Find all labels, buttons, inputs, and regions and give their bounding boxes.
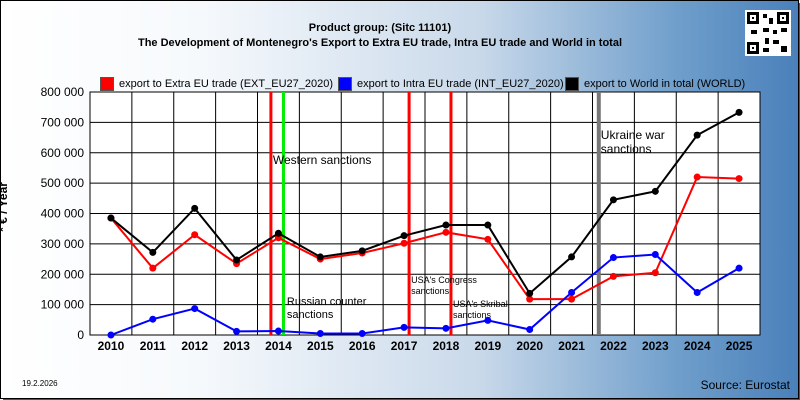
- annotation-label: Western sanctions: [273, 153, 372, 167]
- series-point-0: [568, 295, 576, 303]
- series-point-0: [609, 272, 617, 280]
- series-point-2: [568, 253, 576, 261]
- x-tick-label: 2011: [140, 339, 166, 353]
- y-tick-label: 600 000: [41, 146, 85, 160]
- x-tick-label: 2019: [474, 339, 501, 353]
- x-tick-label: 2016: [349, 339, 376, 353]
- x-tick-label: 2022: [600, 339, 627, 353]
- x-tick-label: 2020: [516, 339, 543, 353]
- y-tick-label: 0: [77, 328, 84, 342]
- series-point-2: [526, 289, 534, 297]
- series-point-2: [274, 229, 282, 237]
- series-point-2: [693, 131, 701, 139]
- x-tick-label: 2014: [265, 339, 292, 353]
- qr-code-icon: [745, 10, 791, 56]
- series-point-1: [442, 324, 450, 332]
- y-tick-label: 400 000: [41, 207, 85, 221]
- series-point-0: [651, 269, 659, 277]
- x-tick-label: 2024: [684, 339, 711, 353]
- date-stamp: 19.2.2026: [22, 379, 58, 388]
- series-point-1: [107, 331, 115, 339]
- y-tick-label: 200 000: [41, 267, 85, 281]
- series-point-1: [316, 329, 324, 337]
- series-point-1: [191, 305, 199, 313]
- x-tick-label: 2012: [181, 339, 208, 353]
- series-point-0: [442, 228, 450, 236]
- chart-title-line1: Product group: (Sitc 11101): [308, 22, 452, 34]
- event-marker-line: [281, 92, 285, 335]
- series-point-1: [233, 327, 241, 335]
- series-point-1: [609, 254, 617, 262]
- x-tick-label: 2025: [726, 339, 753, 353]
- series-point-2: [400, 232, 408, 240]
- series-point-1: [358, 329, 366, 337]
- legend-swatch-world: [565, 77, 579, 91]
- annotation-label: USA's Congress sanctions: [411, 275, 477, 296]
- series-point-1: [651, 251, 659, 259]
- series-point-1: [274, 327, 282, 335]
- y-tick-label: 100 000: [41, 298, 85, 312]
- series-point-0: [484, 235, 492, 243]
- x-tick-label: 2010: [98, 339, 125, 353]
- event-marker-line: [449, 92, 453, 335]
- event-marker-line: [269, 92, 273, 335]
- series-line-1: [110, 253, 740, 336]
- series-point-0: [191, 231, 199, 239]
- series-point-0: [693, 173, 701, 181]
- x-tick-label: 2018: [433, 339, 460, 353]
- series-point-1: [568, 288, 576, 296]
- legend-item-intra: export to Intra EU trade (INT_EU27_2020): [338, 77, 564, 91]
- series-line-2: [110, 111, 740, 295]
- series-point-2: [358, 247, 366, 255]
- series-point-2: [316, 253, 324, 261]
- series-point-2: [107, 214, 115, 222]
- x-tick-label: 2013: [223, 339, 250, 353]
- series-point-1: [735, 264, 743, 272]
- series-point-0: [526, 295, 534, 303]
- legend-label-extra: export to Extra EU trade (EXT_EU27_2020): [119, 78, 333, 90]
- series-point-1: [526, 326, 534, 334]
- annotation-label: Ukraine war sanctions: [601, 128, 665, 156]
- x-tick-label: 2021: [558, 339, 585, 353]
- series-point-1: [484, 316, 492, 324]
- legend-swatch-intra: [338, 77, 352, 91]
- series-point-0: [735, 175, 743, 183]
- series-point-2: [735, 108, 743, 116]
- series-point-2: [609, 196, 617, 204]
- x-tick-label: 2017: [391, 339, 418, 353]
- series-line-0: [110, 176, 740, 301]
- event-marker-line: [407, 92, 411, 335]
- series-point-2: [442, 221, 450, 229]
- series-point-2: [484, 221, 492, 229]
- x-tick-label: 2023: [642, 339, 669, 353]
- x-tick-label: 2015: [307, 339, 334, 353]
- legend-swatch-extra: [100, 77, 114, 91]
- annotation-label: Russian counter sanctions: [287, 296, 367, 321]
- event-marker-line: [596, 92, 601, 335]
- legend-item-extra: export to Extra EU trade (EXT_EU27_2020): [100, 77, 333, 91]
- series-point-0: [400, 239, 408, 247]
- chart-title-line2: The Development of Montenegro's Export t…: [137, 37, 623, 49]
- legend-label-intra: export to Intra EU trade (INT_EU27_2020): [357, 78, 564, 90]
- legend-label-world: export to World in total (WORLD): [584, 78, 746, 90]
- y-tick-label: 300 000: [41, 237, 85, 251]
- series-point-2: [191, 204, 199, 212]
- series-point-1: [693, 288, 701, 296]
- y-tick-label: 700 000: [41, 115, 85, 129]
- legend-item-world: export to World in total (WORLD): [565, 77, 745, 91]
- y-tick-label: 800 000: [41, 85, 85, 99]
- y-tick-label: 500 000: [41, 176, 85, 190]
- annotation-label: USA's Skribal sanctions: [453, 299, 508, 320]
- series-point-2: [149, 248, 157, 256]
- series-point-2: [233, 256, 241, 264]
- source-note: Source: Eurostat: [700, 378, 790, 392]
- series-point-2: [651, 187, 659, 195]
- series-point-1: [149, 315, 157, 323]
- series-point-0: [149, 264, 157, 272]
- series-point-1: [400, 323, 408, 331]
